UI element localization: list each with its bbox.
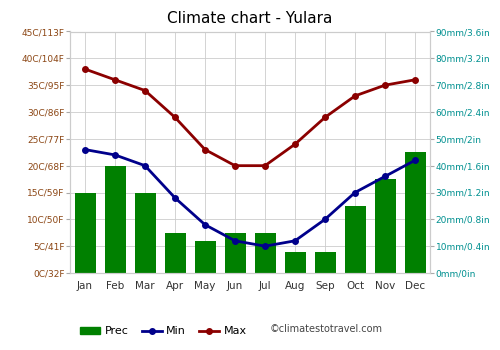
Bar	[284, 252, 306, 273]
Title: Climate chart - Yulara: Climate chart - Yulara	[168, 11, 332, 26]
Text: ©climatestotravel.com: ©climatestotravel.com	[270, 324, 383, 334]
Bar	[194, 241, 216, 273]
Bar	[404, 152, 425, 273]
Bar	[224, 233, 246, 273]
Bar	[314, 252, 336, 273]
Bar	[374, 179, 396, 273]
Bar	[164, 233, 186, 273]
Bar	[344, 206, 366, 273]
Bar	[104, 166, 126, 273]
Legend: Prec, Min, Max: Prec, Min, Max	[76, 322, 252, 341]
Bar	[74, 193, 96, 273]
Bar	[254, 233, 276, 273]
Bar	[134, 193, 156, 273]
